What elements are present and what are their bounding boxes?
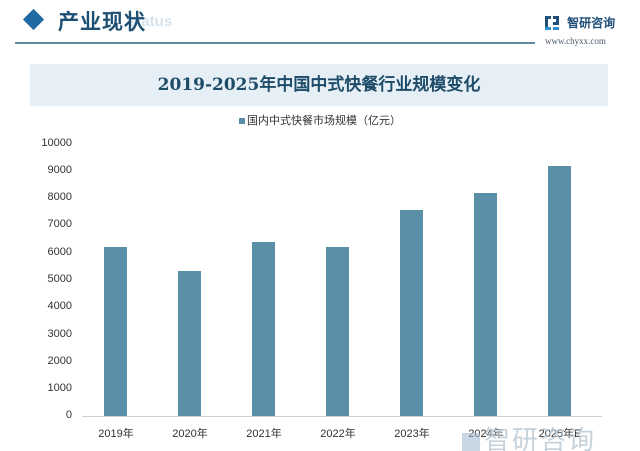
- chart-title: 2019-2025年中国中式快餐行业规模变化: [157, 75, 481, 95]
- section-title: 产业现状: [58, 9, 146, 34]
- x-axis-line: [82, 416, 602, 417]
- x-tick: 2023年: [394, 428, 430, 440]
- y-tick: 10000: [41, 137, 72, 149]
- y-tick: 1000: [47, 382, 72, 394]
- watermark: 智研咨询: [462, 420, 596, 451]
- x-tick: 2021年: [246, 428, 282, 440]
- y-tick: 9000: [47, 164, 72, 176]
- x-tick: 2025年E: [538, 428, 582, 440]
- bar: [104, 246, 127, 416]
- chart-title-band: 2019-2025年中国中式快餐行业规模变化: [30, 64, 608, 106]
- bar: [400, 209, 423, 416]
- section-subtitle: status: [128, 13, 173, 30]
- bar: [474, 192, 497, 416]
- brand-url: www.chyxx.com: [545, 36, 606, 46]
- x-tick: 2022年: [320, 428, 356, 440]
- chart-legend: 国内中式快餐市场规模（亿元）: [0, 112, 640, 128]
- y-tick: 6000: [47, 246, 72, 258]
- legend-label: 国内中式快餐市场规模（亿元）: [247, 114, 401, 127]
- y-tick: 8000: [47, 191, 72, 203]
- brand-logo-icon: [545, 15, 559, 30]
- x-tick: 2019年: [98, 428, 134, 440]
- bar: [326, 246, 349, 416]
- y-tick: 2000: [47, 355, 72, 367]
- brand-block: 智研咨询 www.chyxx.com: [545, 12, 640, 46]
- y-tick: 3000: [47, 328, 72, 340]
- y-tick: 4000: [47, 300, 72, 312]
- watermark-text: 智研咨询: [484, 426, 597, 451]
- bar: [548, 166, 571, 416]
- brand-name: 智研咨询: [567, 16, 616, 30]
- bar: [252, 241, 275, 416]
- section-header: status 产业现状 智研咨询 www.chyxx.com: [0, 0, 640, 60]
- y-tick: 5000: [47, 273, 72, 285]
- x-tick: 2020年: [172, 428, 208, 440]
- y-tick: 7000: [47, 218, 72, 230]
- watermark-logo-icon: [462, 432, 480, 451]
- legend-swatch: [239, 118, 245, 124]
- y-tick: 0: [65, 409, 72, 421]
- header-divider: [15, 42, 535, 44]
- bar: [178, 271, 201, 416]
